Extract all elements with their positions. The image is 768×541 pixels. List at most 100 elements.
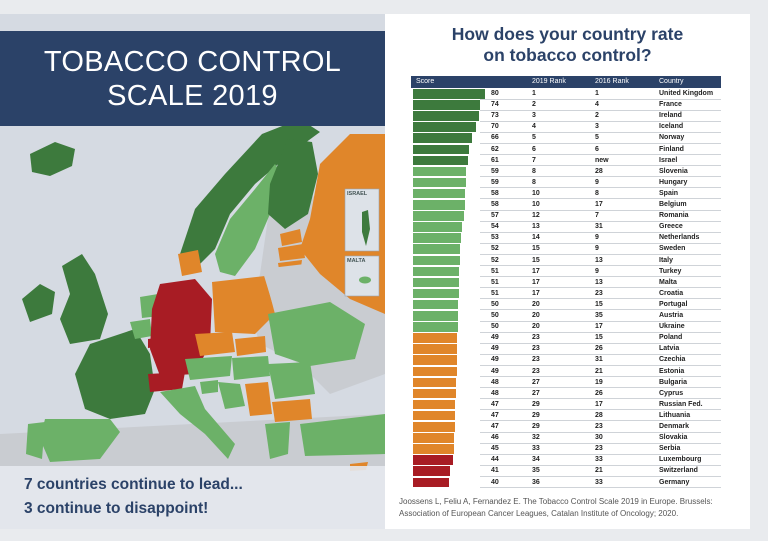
rank-2019-cell: 34 [532,456,540,464]
table-row: 52 15 13 Italy [411,255,721,266]
score-bar [413,144,469,154]
rank-2019-cell: 14 [532,234,540,242]
map-country-ireland [22,284,55,322]
table-row: 41 35 21 Switzerland [411,465,721,477]
rank-2019-cell: 15 [532,245,540,253]
score-bar [413,366,458,376]
rank-2016-cell: 15 [595,334,603,342]
rank-2019-cell: 32 [532,434,540,442]
score-cell: 59 [491,178,499,186]
score-bar [413,100,480,110]
row-separator [480,165,721,166]
country-cell: France [659,101,682,109]
table-row: 49 23 15 Poland [411,332,721,344]
score-cell: 47 [491,411,499,419]
table-row: 74 2 4 France [411,99,721,111]
rank-2016-cell: 23 [595,423,603,430]
score-cell: 58 [491,201,499,208]
score-cell: 61 [491,156,499,164]
rank-2019-cell: 35 [532,467,540,475]
score-bar [413,455,453,465]
map-country-hungary [232,356,270,380]
table-row: 80 1 1 United Kingdom [411,88,721,100]
score-cell: 80 [491,90,499,97]
row-separator [480,420,721,421]
country-cell: Norway [659,134,685,142]
europe-map-panel: ISRAEL MALTA TOBACCO CONTROL SCALE 2019 … [0,14,385,529]
table-row: 40 36 33 Germany [411,477,721,488]
map-country-austria [185,356,232,380]
map-country-turkey [300,414,385,456]
rank-2019-cell: 15 [532,256,540,264]
rank-2016-cell: 13 [595,278,603,286]
map-country-germany [150,279,212,376]
rank-2016-cell: 9 [595,234,599,242]
country-cell: Lithuania [659,411,691,419]
country-cell: Serbia [659,445,681,453]
row-separator [480,253,721,255]
score-bar [413,222,462,232]
column-header-country: Country [659,78,684,85]
map-title-line2: SCALE 2019 [107,79,278,112]
map-country-belarus [262,264,312,312]
score-bar [413,399,456,410]
map-country-estonia [280,229,302,246]
score-cell: 44 [491,456,499,464]
score-cell: 46 [491,434,499,442]
map-country-czechia [195,332,235,356]
row-separator [480,442,721,444]
score-cell: 54 [491,223,499,231]
rank-2019-cell: 23 [532,367,540,375]
rank-2019-cell: 1 [532,90,536,97]
row-separator [480,120,721,122]
score-cell: 57 [491,212,499,220]
country-cell: Switzerland [659,467,698,475]
country-cell: Portugal [659,300,688,308]
country-cell: Israel [659,156,678,164]
map-country-switzerland [148,372,185,392]
score-cell: 49 [491,367,499,375]
table-header: Score 2019 Rank 2016 Rank Country [411,76,721,88]
score-cell: 58 [491,189,499,197]
row-separator [480,287,721,288]
score-cell: 73 [491,112,499,120]
rank-2019-cell: 17 [532,267,540,275]
map-country-malta [359,276,371,284]
score-bar [413,111,479,121]
map-country-ukraine [268,302,365,366]
map-country-greece [265,422,290,459]
column-header-2019-rank: 2019 Rank [532,78,566,85]
country-cell: Iceland [659,123,684,131]
rank-2019-cell: 29 [532,400,540,408]
row-separator [480,242,721,244]
rank-2016-cell: 28 [595,167,603,175]
rank-2019-cell: 17 [532,278,540,286]
score-cell: 51 [491,267,499,275]
country-cell: Malta [659,278,677,286]
rank-2016-cell: 33 [595,456,603,464]
map-country-slovakia [235,336,266,356]
score-bar [413,410,456,421]
score-cell: 53 [491,234,499,242]
score-bar [413,288,459,299]
map-country-belgium [130,319,152,339]
row-separator [480,464,721,466]
rank-2019-cell: 7 [532,156,536,164]
rank-2019-cell: 10 [532,189,540,197]
row-separator [480,409,721,410]
rank-2019-cell: 20 [532,300,540,308]
rank-2016-cell: 5 [595,134,599,142]
rank-2016-cell: 2 [595,112,599,120]
column-header-2016-rank: 2016 Rank [595,78,629,85]
rank-2019-cell: 17 [532,289,540,297]
row-separator [480,387,721,388]
score-bar [413,233,461,243]
row-separator [480,298,721,299]
country-cell: Slovakia [659,434,688,442]
rank-2019-cell: 29 [532,423,540,430]
table-row: 73 3 2 Ireland [411,110,721,122]
inset-malta-label: MALTA [347,258,366,264]
citation: Joossens L, Feliu A, Fernandez E. The To… [399,496,739,520]
chart-title: How does your country rate on tobacco co… [385,24,750,66]
score-bar [413,433,455,443]
